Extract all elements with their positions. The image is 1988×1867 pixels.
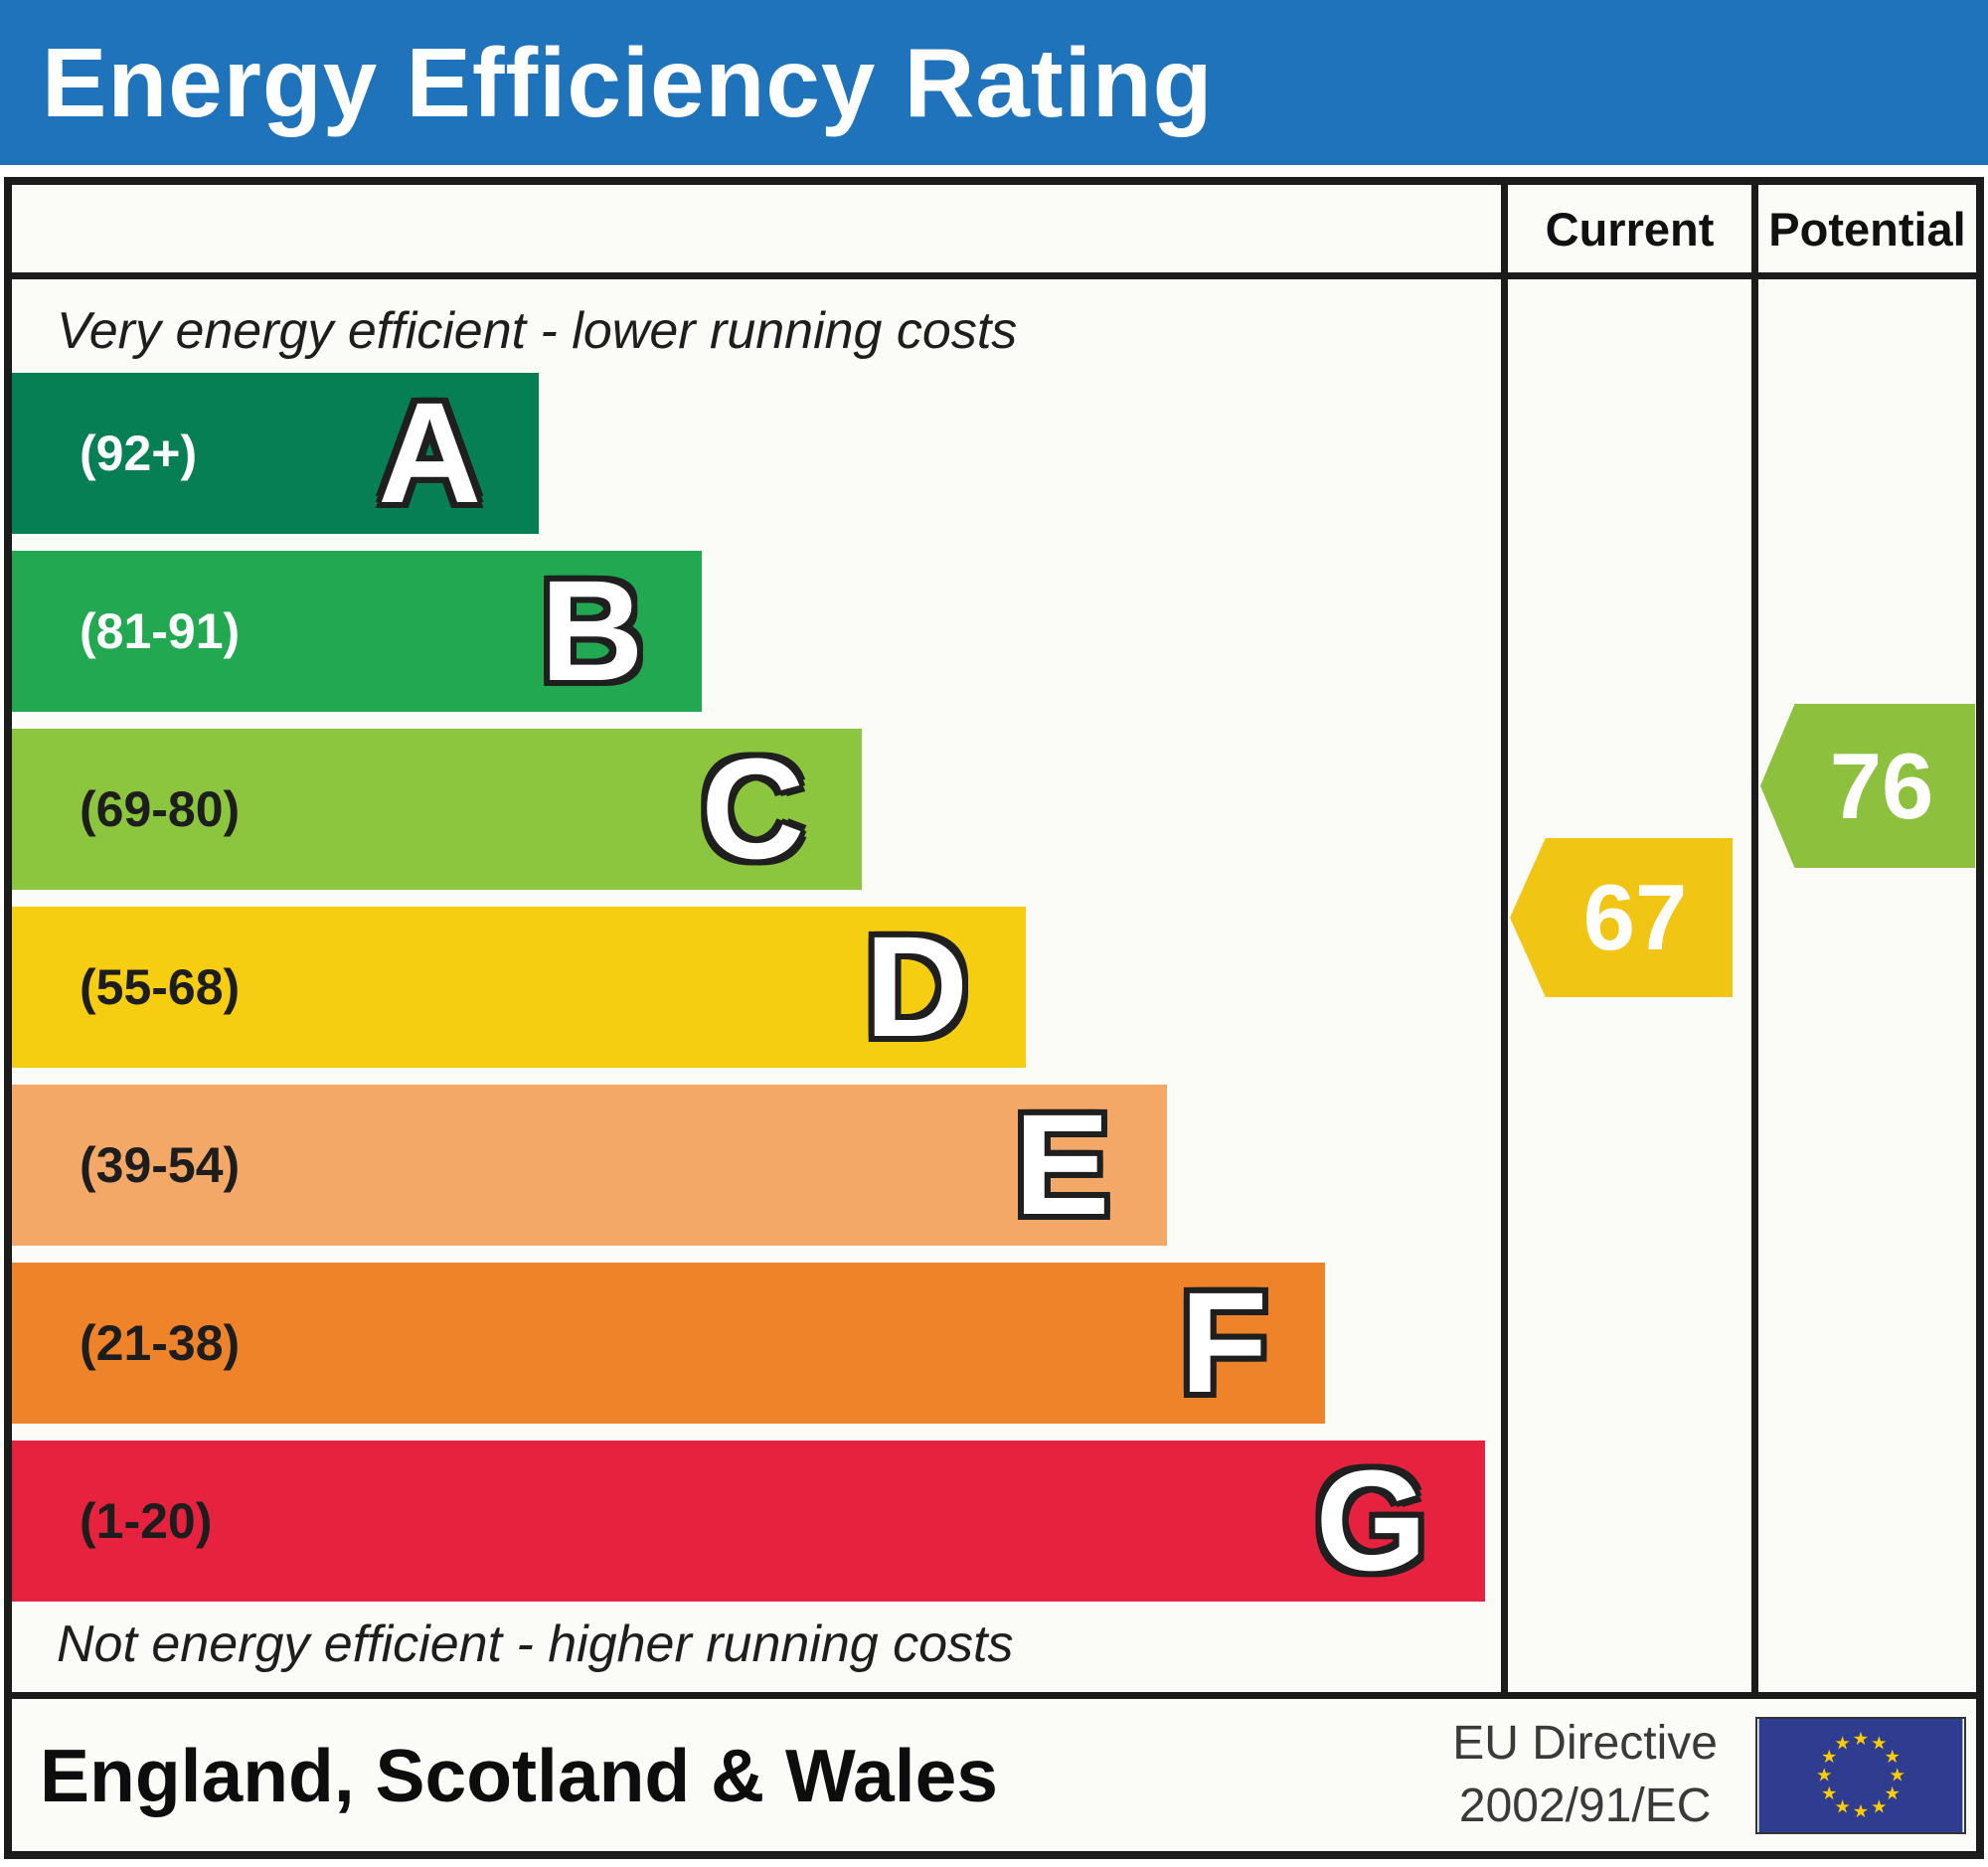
eu-directive-label: EU Directive 2002/91/EC (1452, 1713, 1718, 1837)
band-c-range-label: (69-80) (80, 781, 241, 837)
caption-top: Very energy efficient - lower running co… (57, 302, 1018, 360)
band-a: (92+) A (12, 373, 540, 534)
band-f-range-label: (21-38) (80, 1315, 241, 1371)
band-f-letter: F (1180, 1263, 1268, 1423)
svg-text:★: ★ (1816, 1765, 1832, 1785)
current-rating-value: 67 (1582, 865, 1688, 969)
footer: England, Scotland & Wales EU Directive 2… (12, 1692, 1976, 1851)
svg-text:★: ★ (1885, 1747, 1901, 1768)
page-title: Energy Efficiency Rating (42, 27, 1214, 137)
potential-rating-marker: 76 (1760, 704, 1975, 868)
potential-column-header: Potential (1751, 185, 1976, 279)
chart-header-cell (12, 185, 1501, 279)
current-column-header: Current (1501, 185, 1751, 279)
svg-text:★: ★ (1834, 1796, 1850, 1817)
band-a-range-label: (92+) (80, 425, 198, 481)
band-b-letter: B (540, 551, 644, 711)
eu-directive-line2: 2002/91/EC (1458, 1779, 1712, 1832)
current-header-label: Current (1545, 202, 1715, 255)
band-g-letter: G (1315, 1441, 1427, 1601)
band-c: (69-80) C (12, 729, 863, 890)
caption-bottom: Not energy efficient - higher running co… (57, 1615, 1014, 1673)
current-column: 67 (1501, 279, 1751, 1692)
region-label: England, Scotland & Wales (40, 1733, 999, 1817)
band-b: (81-91) B (12, 551, 702, 712)
eu-directive-group: EU Directive 2002/91/EC ★ ★ ★ ★ ★ ★ ★ ★ … (1452, 1713, 1966, 1837)
energy-rating-table: Current Potential Very energy efficient … (4, 177, 1984, 1859)
band-a-letter: A (378, 373, 482, 533)
title-bar: Energy Efficiency Rating (0, 0, 1988, 165)
band-d-range-label: (55-68) (80, 959, 241, 1015)
svg-text:★: ★ (1834, 1733, 1850, 1754)
eu-directive-line1: EU Directive (1452, 1717, 1718, 1771)
svg-text:★: ★ (1853, 1728, 1869, 1749)
band-f: (21-38) F (12, 1263, 1326, 1424)
rating-bands: (92+) A (81-91) B (69-80) C (55-68) D (3… (12, 373, 1501, 1618)
band-d: (55-68) D (12, 907, 1027, 1068)
potential-header-label: Potential (1768, 202, 1966, 255)
svg-text:★: ★ (1871, 1733, 1887, 1754)
potential-rating-value: 76 (1829, 733, 1934, 838)
band-b-range-label: (81-91) (80, 603, 241, 659)
band-d-letter: D (865, 907, 969, 1067)
svg-text:★: ★ (1821, 1747, 1837, 1768)
rating-scale-chart: Very energy efficient - lower running co… (12, 279, 1501, 1692)
band-e-range-label: (39-54) (80, 1137, 241, 1193)
band-e: (39-54) E (12, 1085, 1168, 1246)
svg-text:★: ★ (1885, 1782, 1901, 1803)
band-g-range-label: (1-20) (80, 1493, 213, 1549)
band-g: (1-20) G (12, 1441, 1485, 1602)
current-rating-marker: 67 (1510, 838, 1733, 997)
eu-flag-icon: ★ ★ ★ ★ ★ ★ ★ ★ ★ ★ ★ ★ (1755, 1716, 1966, 1834)
potential-column: 76 (1751, 279, 1976, 1692)
svg-text:★: ★ (1889, 1765, 1905, 1785)
svg-text:★: ★ (1853, 1801, 1869, 1822)
band-c-letter: C (701, 729, 805, 889)
svg-text:★: ★ (1821, 1782, 1837, 1803)
band-e-letter: E (1014, 1085, 1110, 1245)
svg-text:★: ★ (1871, 1796, 1887, 1817)
